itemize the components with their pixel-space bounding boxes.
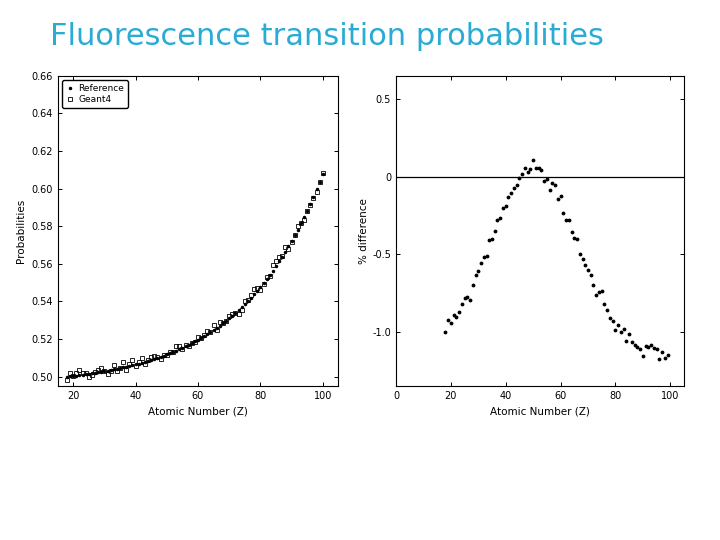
Geant4: [262, 274, 271, 280]
Line: Geant4: Geant4: [65, 171, 325, 382]
Reference: [215, 322, 224, 329]
Text: Radiat. Phys. Chem. 63 (2002) 121–128: Radiat. Phys. Chem. 63 (2002) 121–128: [360, 517, 658, 530]
Line: Reference: Reference: [65, 172, 325, 379]
Text: Fluorescence transition probabilities: Fluorescence transition probabilities: [50, 22, 604, 51]
Reference: [116, 365, 125, 372]
Reference: [318, 171, 327, 177]
Reference: [78, 372, 87, 378]
Geant4: [100, 368, 109, 375]
Reference: [100, 368, 109, 375]
Geant4: [215, 319, 224, 326]
Reference: [247, 294, 256, 301]
Geant4: [116, 364, 125, 371]
X-axis label: Atomic Number (Z): Atomic Number (Z): [490, 407, 590, 416]
Text: spectroscopic calculations,: spectroscopic calculations,: [158, 517, 360, 530]
Y-axis label: % difference: % difference: [359, 198, 369, 264]
Geant4: [247, 292, 256, 298]
Geant4: [63, 376, 71, 383]
Reference: [63, 374, 71, 380]
Reference: [262, 276, 271, 282]
Geant4: [318, 170, 327, 177]
Legend: Reference, Geant4: Reference, Geant4: [62, 80, 128, 108]
Text: Experimental reference:: Experimental reference:: [269, 445, 451, 458]
X-axis label: Atomic Number (Z): Atomic Number (Z): [148, 407, 248, 416]
Y-axis label: Probabilities: Probabilities: [16, 199, 25, 263]
Geant4: [78, 370, 87, 377]
Text: W. T. Elam, B. D. Ravel, J. R. Sieber,: W. T. Elam, B. D. Ravel, J. R. Sieber,: [91, 478, 360, 491]
Text: A new atomic database for X-ray: A new atomic database for X-ray: [360, 478, 603, 491]
